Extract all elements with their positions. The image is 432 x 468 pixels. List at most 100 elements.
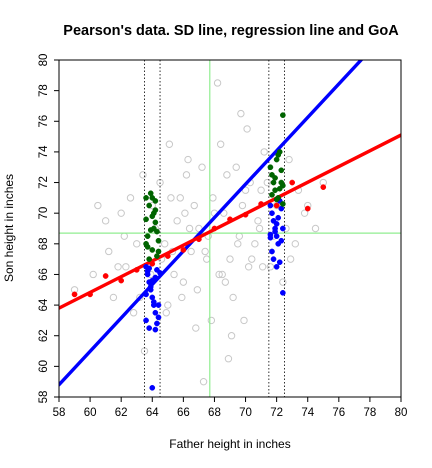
sd-line: [59, 60, 364, 387]
goa-above-point: [147, 227, 154, 233]
goa-below-point: [269, 210, 275, 217]
scatter-point: [178, 293, 186, 302]
y-axis: 58 60 62 64 66 68 70 72 74 76 78 80: [38, 54, 59, 404]
scatter-point: [89, 270, 97, 279]
scatter-point: [257, 186, 265, 194]
goa-above-point: [267, 164, 274, 171]
scatter-point: [185, 224, 194, 233]
x-tick-label: 76: [332, 407, 345, 419]
scatter-point: [229, 293, 237, 302]
scatter-point: [254, 217, 262, 225]
goa-above-point: [143, 195, 149, 201]
bin-means-point: [258, 201, 264, 207]
scatter-point: [207, 316, 216, 325]
bin-means-point: [273, 202, 280, 209]
scatter-point: [240, 316, 248, 325]
scatter-point: [173, 217, 181, 225]
goa-above-point: [146, 202, 153, 209]
goa-below-point: [152, 326, 159, 333]
scatter-point: [226, 255, 234, 263]
scatter-point: [300, 209, 309, 217]
goa-below-point: [149, 277, 156, 284]
bin-means-point: [320, 184, 327, 190]
goa-below-point: [143, 317, 149, 324]
scatter-point: [190, 201, 198, 210]
scatter-point: [182, 171, 191, 179]
y-tick-label: 68: [38, 237, 50, 250]
bin-means-point: [71, 291, 78, 298]
scatter-point: [176, 194, 184, 202]
bin-means-point: [304, 205, 311, 212]
scatter-point: [179, 278, 188, 286]
x-tick-label: 58: [53, 407, 66, 419]
scatter-point: [129, 309, 138, 317]
x-tick-label: 74: [301, 407, 314, 419]
bin-means-point: [118, 277, 125, 284]
scatter-point: [244, 263, 253, 271]
scatter-point: [221, 278, 230, 286]
x-tick-label: 62: [115, 407, 128, 419]
y-tick-label: 60: [38, 360, 50, 373]
goa-above-point: [272, 175, 278, 181]
scatter-point: [216, 140, 225, 148]
scatter-point: [279, 278, 287, 286]
x-tick-label: 80: [395, 407, 408, 419]
y-tick-label: 72: [38, 176, 50, 189]
bin-means-point: [180, 247, 187, 253]
goa-below-point: [276, 259, 283, 266]
goa-below-point: [146, 325, 153, 331]
goa-below-point: [273, 221, 280, 227]
bin-means-point: [227, 216, 233, 223]
scatter-point: [109, 293, 118, 302]
x-tick-label: 78: [364, 407, 377, 419]
scatter-point: [187, 247, 195, 256]
scatter-point: [139, 171, 147, 179]
scatter-point: [136, 293, 144, 302]
scatter-point: [101, 217, 110, 225]
goa-below-point: [155, 314, 162, 321]
scatter-point: [198, 163, 206, 171]
scatter-point: [286, 255, 295, 263]
scatter-point: [238, 201, 247, 210]
scatter-point: [227, 332, 236, 340]
y-tick-label: 70: [38, 207, 50, 220]
goa-above-point: [152, 219, 159, 226]
y-axis-label: Son height in inches: [2, 174, 16, 282]
y-tick-label: 78: [38, 84, 50, 97]
scatter-point: [241, 186, 250, 194]
goa-below-point: [150, 299, 157, 305]
scatter-point: [184, 155, 192, 164]
goa-above-point: [278, 167, 285, 174]
scatter-point: [105, 247, 113, 256]
goa-below-point: [154, 320, 160, 327]
goa-below-point: [280, 289, 286, 296]
y-tick-label: 62: [38, 329, 50, 342]
scatter-point: [94, 201, 102, 210]
bin-means-point: [102, 273, 109, 279]
y-tick-label: 66: [38, 268, 50, 281]
plot-frame: [58, 59, 402, 398]
goa-below-point: [147, 283, 154, 290]
scatter-point: [237, 109, 245, 118]
scatter-point: [263, 178, 272, 187]
goa-above-point: [146, 256, 153, 262]
goa-above-point: [280, 112, 286, 118]
y-tick-label: 76: [38, 115, 50, 128]
y-tick-label: 58: [38, 391, 50, 404]
scatter-point: [133, 240, 141, 248]
scatter-point: [122, 263, 130, 271]
scatter-point: [213, 79, 222, 87]
goa-below-point: [270, 256, 277, 262]
goa-above-point: [276, 185, 283, 192]
goa-above-point: [272, 187, 278, 194]
goa-below-point: [272, 228, 278, 235]
goa-below-point: [275, 214, 282, 221]
bin-means-point: [87, 291, 93, 298]
scatter-point: [170, 270, 178, 279]
goa-below-point: [152, 309, 159, 316]
goa-above-point: [154, 253, 160, 259]
scatter-point: [162, 309, 170, 317]
goa-above-point: [154, 228, 160, 235]
goa-above-point: [155, 237, 162, 244]
